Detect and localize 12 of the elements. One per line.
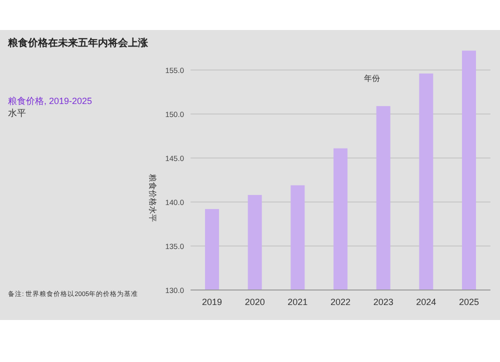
xtick: 2022	[330, 297, 351, 307]
subtitle: 粮食价格, 2019-2025	[8, 96, 92, 106]
xtick: 2025	[458, 297, 479, 307]
xtick: 2019	[202, 297, 222, 307]
xtick: 2024	[416, 297, 436, 307]
xlabel: 年份	[364, 74, 380, 83]
xtick: 2021	[288, 297, 308, 307]
xtick: 2020	[244, 297, 265, 307]
xtick: 2023	[373, 297, 394, 307]
annotation: 水平	[8, 108, 26, 118]
title: 粮食价格在未来五年内将会上涨	[8, 38, 148, 49]
ylabel: 粮食价格水平	[148, 174, 157, 222]
